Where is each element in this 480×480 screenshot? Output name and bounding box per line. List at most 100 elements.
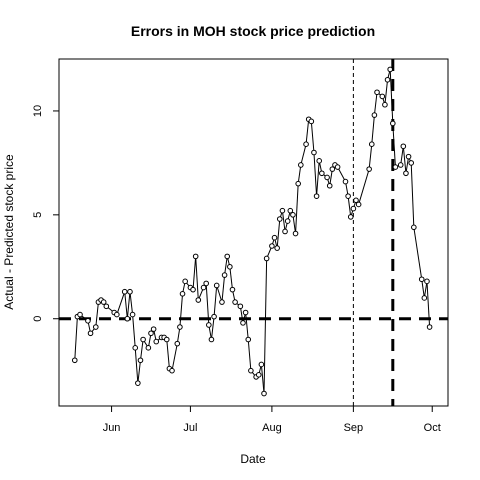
data-point xyxy=(355,201,362,208)
data-point xyxy=(311,149,317,156)
data-point xyxy=(206,322,212,328)
data-point xyxy=(124,315,131,322)
data-point xyxy=(397,162,404,168)
data-point xyxy=(200,284,207,291)
data-point xyxy=(232,299,238,305)
data-point xyxy=(387,66,393,73)
data-point xyxy=(227,263,233,270)
data-point xyxy=(153,338,160,345)
data-point xyxy=(334,164,341,170)
series-segment xyxy=(247,339,252,371)
data-point xyxy=(261,390,267,397)
series-segment xyxy=(300,144,307,166)
series-segment xyxy=(423,281,428,299)
series-segment xyxy=(126,291,131,319)
data-point xyxy=(163,336,170,343)
data-point xyxy=(324,174,330,181)
data-point xyxy=(316,158,323,164)
data-point xyxy=(418,276,425,283)
data-point xyxy=(408,160,415,166)
data-point xyxy=(240,320,246,326)
data-point xyxy=(308,118,315,125)
series-segment xyxy=(421,279,425,299)
data-point xyxy=(392,164,399,170)
data-point xyxy=(224,253,231,260)
series-segment xyxy=(137,360,141,384)
series-segment xyxy=(295,183,299,234)
series-segment xyxy=(245,312,249,340)
data-point xyxy=(237,303,244,310)
series-segment xyxy=(213,285,218,317)
data-point xyxy=(374,89,380,96)
data-point xyxy=(135,380,141,386)
data-point xyxy=(342,178,349,185)
series-segment xyxy=(410,162,415,228)
chart-title: Errors in MOH stock price prediction xyxy=(131,23,375,39)
series-segment xyxy=(347,196,352,217)
x-tick-label: Aug xyxy=(262,422,282,434)
data-point xyxy=(424,278,430,285)
data-point xyxy=(219,299,225,305)
data-point xyxy=(87,330,94,337)
series-segment xyxy=(373,92,378,116)
series-segment xyxy=(74,316,78,361)
data-point xyxy=(347,214,354,220)
data-point xyxy=(263,255,270,262)
data-point xyxy=(179,290,186,297)
data-point xyxy=(274,245,280,251)
data-point xyxy=(245,336,252,343)
data-point xyxy=(127,288,133,295)
data-point xyxy=(242,309,249,316)
x-tick-label: Sep xyxy=(344,422,364,434)
data-point xyxy=(85,318,91,324)
data-point xyxy=(282,228,288,235)
series-segment xyxy=(195,256,199,301)
series-segment xyxy=(358,168,370,205)
data-point xyxy=(379,93,386,100)
data-point xyxy=(211,313,217,320)
series-segment xyxy=(313,152,318,197)
data-point xyxy=(203,280,209,287)
series-segment xyxy=(116,291,126,315)
series-segment xyxy=(384,79,389,105)
data-point xyxy=(353,197,359,204)
data-point xyxy=(350,205,357,212)
data-point xyxy=(140,336,146,343)
data-point xyxy=(426,324,433,330)
series-segment xyxy=(392,123,396,168)
data-point xyxy=(71,357,78,364)
data-point xyxy=(148,330,154,337)
data-point xyxy=(229,286,236,293)
reference-lines xyxy=(59,59,448,406)
data-point xyxy=(103,303,110,310)
data-point xyxy=(284,218,291,224)
series-segment xyxy=(95,302,99,328)
series-segment xyxy=(426,281,431,328)
series-segment xyxy=(132,314,136,348)
data-point xyxy=(121,288,128,295)
series-segment xyxy=(405,156,410,174)
series-segment xyxy=(179,293,184,328)
data-point xyxy=(208,336,215,343)
data-point xyxy=(287,207,294,214)
series-segment xyxy=(368,144,373,170)
series-segment xyxy=(413,227,423,280)
data-point xyxy=(390,120,396,127)
y-axis: 0 5 10 xyxy=(32,105,59,322)
data-point xyxy=(182,278,188,285)
data-point xyxy=(221,272,228,278)
series-segment xyxy=(210,316,215,340)
series-segment xyxy=(139,339,144,361)
series-segment xyxy=(205,283,210,325)
data-point xyxy=(326,182,333,189)
series-segment xyxy=(389,69,394,124)
series-layer xyxy=(71,66,433,397)
series-segment xyxy=(305,119,310,145)
series-segment xyxy=(166,339,170,369)
series-segment xyxy=(171,343,178,371)
data-point xyxy=(195,297,202,303)
data-point xyxy=(258,361,265,368)
data-point xyxy=(248,367,254,374)
data-point xyxy=(366,166,372,172)
series-segment xyxy=(402,146,407,174)
